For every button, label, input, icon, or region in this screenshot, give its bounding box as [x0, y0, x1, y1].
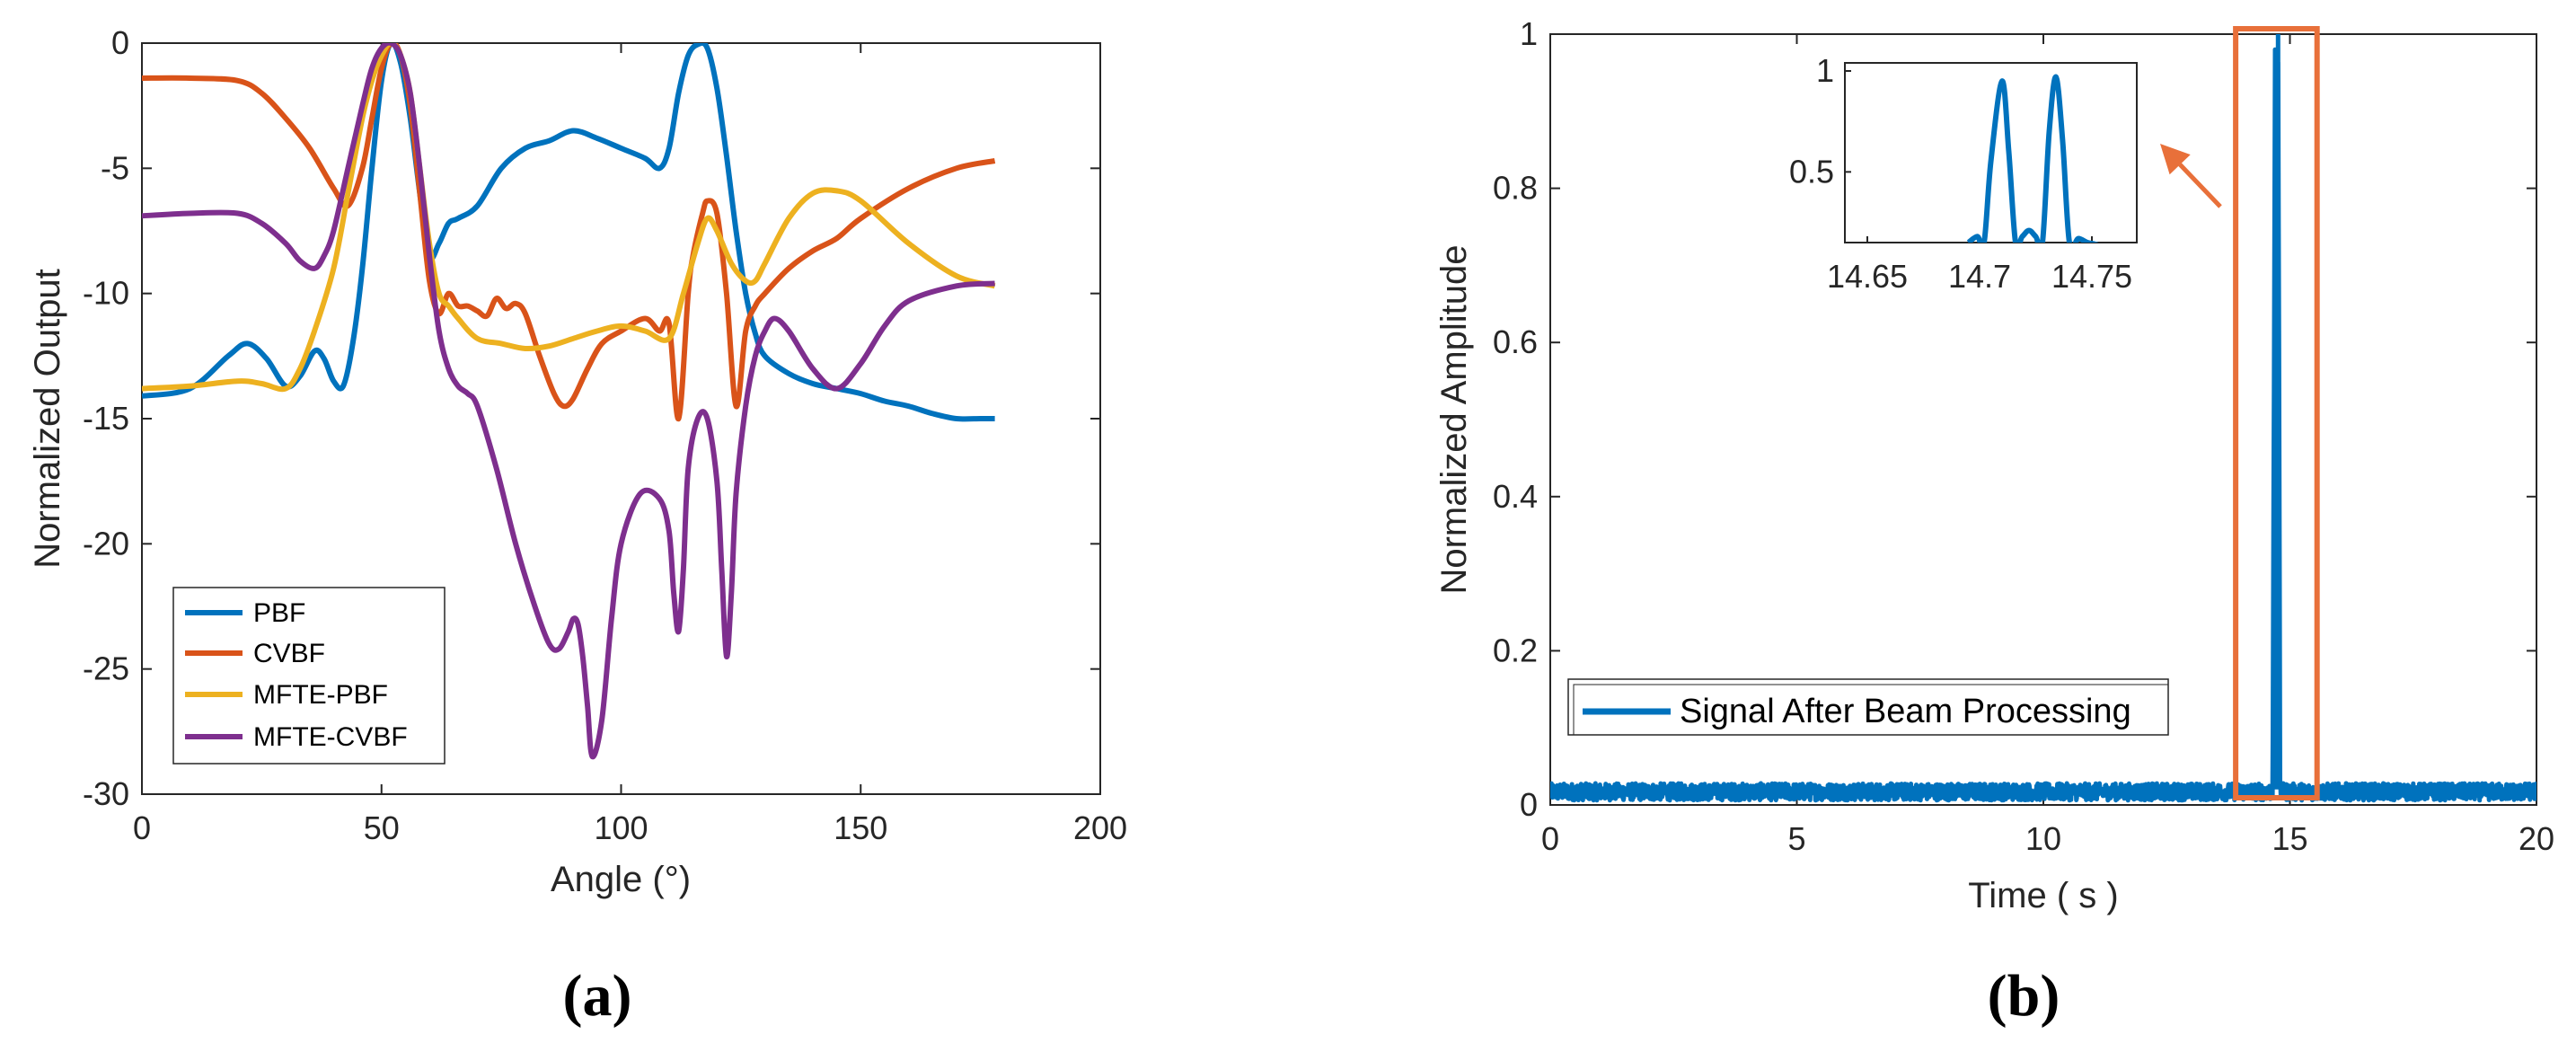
inset-series	[1966, 74, 2099, 243]
legend-b: Signal After Beam Processing	[1567, 678, 2169, 736]
y-axis-label-a: Normalized Output	[28, 269, 67, 568]
inset-plot: 14.65 14.7 14.75 0.5 1	[1789, 52, 2138, 295]
axis-ticks-b: 0 5 10 15 20 0 0.2 0.4 0.6 0.8 1	[1493, 15, 2554, 857]
y-axis-label-b: Normalized Amplitude	[1434, 244, 1474, 594]
x-tick-label-b: 10	[2025, 820, 2061, 857]
legend-label-pbf: PBF	[253, 598, 305, 628]
legend-label-signal: Signal After Beam Processing	[1680, 693, 2131, 730]
axis-ticks-a: 0 50 100 150 200 0 -5 -10 -15 -20 -25 -30	[83, 24, 1127, 846]
y-tick-label-a: -30	[83, 775, 129, 812]
chart-panel-a: 0 50 100 150 200 0 -5 -10 -15 -20 -25 -30 Angle (°)…	[28, 24, 1127, 1029]
legend-label-mfte-pbf: MFTE-PBF	[253, 680, 388, 710]
series-line-cvbf	[142, 43, 996, 422]
y-tick-label-b: 0.8	[1493, 170, 1538, 207]
x-axis-label-b: Time ( s )	[1968, 876, 2118, 915]
x-tick-label-b: 20	[2519, 820, 2554, 857]
legend-label-cvbf: CVBF	[253, 639, 325, 668]
y-tick-label-b: 0.4	[1493, 478, 1538, 515]
y-tick-label-a: -25	[83, 650, 129, 687]
x-tick-label-a: 150	[834, 809, 887, 846]
series-group-a	[142, 43, 996, 760]
y-tick-label-b: 1	[1520, 15, 1538, 52]
inset-ticks: 14.65 14.7 14.75 0.5 1	[1789, 52, 2132, 295]
y-tick-label-b: 0.2	[1493, 632, 1538, 668]
y-tick-label-a: 0	[111, 24, 129, 61]
y-tick-label-a: -10	[83, 275, 129, 312]
series-line-pbf	[142, 43, 995, 422]
inset-x-tick-label: 14.7	[1948, 258, 2011, 295]
x-tick-label-a: 50	[364, 809, 400, 846]
x-axis-label-a: Angle (°)	[551, 860, 691, 899]
y-tick-label-a: -5	[101, 149, 129, 186]
legend-label-mfte-cvbf: MFTE-CVBF	[253, 722, 408, 752]
inset-y-tick-label: 0.5	[1789, 153, 1834, 190]
zoom-arrow-head	[2160, 144, 2191, 175]
caption-b: (b)	[1988, 963, 2060, 1029]
x-tick-label-b: 0	[1541, 820, 1559, 857]
x-tick-label-a: 0	[133, 809, 151, 846]
series-line-signal	[1550, 34, 2536, 803]
series-line-mfte-pbf	[142, 43, 996, 393]
inset-series-line	[1966, 74, 2099, 243]
highlight-box	[2233, 26, 2320, 800]
x-tick-label-b: 5	[1787, 820, 1805, 857]
zoom-arrow	[2178, 163, 2222, 208]
legend-box-b	[1567, 678, 2169, 736]
x-tick-label-a: 100	[594, 809, 648, 846]
chart-panel-b: 0 5 10 15 20 0 0.2 0.4 0.6 0.8 1 14.65 14.7 14.75 0.5…	[1434, 15, 2554, 1029]
inset-x-tick-label: 14.75	[2051, 258, 2132, 295]
y-tick-label-b: 0	[1520, 786, 1538, 823]
legend-a: PBF CVBF MFTE-PBF MFTE-CVBF	[172, 587, 446, 765]
inset-x-tick-label: 14.65	[1827, 258, 1908, 295]
x-tick-label-a: 200	[1073, 809, 1127, 846]
y-tick-label-a: -15	[83, 400, 129, 437]
caption-a: (a)	[563, 963, 632, 1029]
x-tick-label-b: 15	[2272, 820, 2307, 857]
y-tick-label-a: -20	[83, 525, 129, 561]
y-tick-label-b: 0.6	[1493, 323, 1538, 360]
series-line-mfte-cvbf	[142, 43, 995, 760]
inset-y-tick-label: 1	[1816, 52, 1834, 89]
series-group-b	[1550, 34, 2536, 803]
legend-box-b-inner	[1573, 684, 2169, 736]
